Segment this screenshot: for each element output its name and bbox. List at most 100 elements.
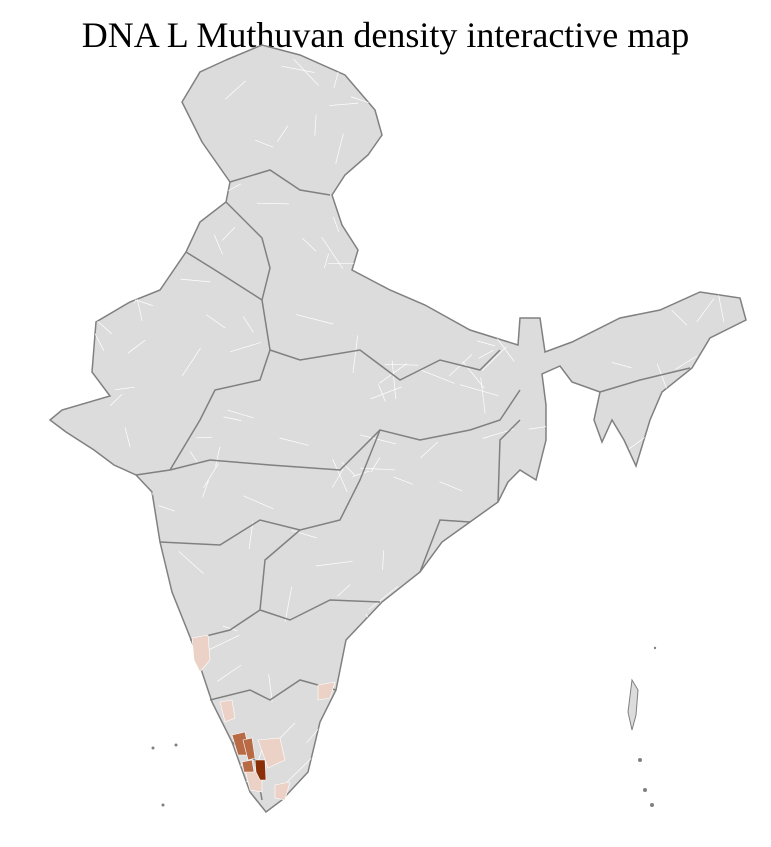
nicobar-island (643, 788, 647, 792)
district-border (332, 459, 348, 492)
district-border (563, 762, 600, 767)
district-border (459, 384, 499, 397)
district-border (335, 133, 344, 164)
district-border (607, 577, 640, 589)
district-border (208, 772, 221, 796)
district-border (652, 196, 686, 205)
district-border (579, 611, 591, 628)
district-border (557, 291, 585, 295)
district-border (625, 617, 629, 646)
district-low-density[interactable] (317, 681, 336, 701)
district-border (384, 363, 419, 366)
district-border (395, 84, 414, 107)
district-border (279, 722, 296, 739)
district-border (670, 774, 686, 812)
district-border (666, 512, 698, 528)
district-border (50, 163, 68, 190)
district-border (723, 125, 726, 164)
district-border (144, 217, 149, 235)
district-medium-density[interactable] (242, 737, 256, 761)
district-low-density[interactable] (219, 699, 236, 723)
district-border (94, 318, 112, 334)
district-border (394, 741, 410, 744)
district-border (61, 309, 68, 333)
district-border (350, 753, 368, 765)
district-border (518, 46, 544, 66)
district-low-density[interactable] (191, 634, 211, 673)
district-border (684, 661, 711, 668)
district-border (382, 550, 385, 570)
district-border (660, 678, 674, 712)
district-border (617, 517, 621, 535)
district-border (370, 386, 402, 400)
district-border (483, 154, 504, 157)
district-border (500, 163, 512, 181)
district-border (216, 725, 220, 747)
district-border (425, 259, 436, 279)
district-border (672, 403, 681, 419)
district-border (543, 55, 565, 66)
district-border (510, 717, 525, 730)
district-border (500, 767, 531, 777)
state-border (497, 419, 521, 503)
district-high-density[interactable] (254, 759, 267, 781)
district-border (180, 766, 192, 800)
district-border (127, 339, 146, 354)
district-medium-density[interactable] (241, 759, 255, 773)
district-border (617, 729, 646, 750)
district-border (736, 400, 746, 404)
district-border (716, 108, 731, 118)
district-low-density[interactable] (274, 781, 291, 801)
district-border (388, 125, 393, 160)
district-border (714, 46, 728, 66)
district-border (370, 457, 381, 473)
district-border (167, 73, 184, 79)
district-border (218, 775, 243, 799)
district-border (630, 182, 644, 205)
district-border (161, 657, 170, 687)
district-border (367, 798, 385, 805)
district-border (146, 637, 170, 661)
district-border (653, 483, 666, 499)
district-border (420, 441, 439, 459)
district-border (393, 476, 414, 485)
andaman-islands (627, 678, 639, 731)
district-border (248, 521, 254, 549)
district-border (177, 703, 181, 732)
district-border (50, 420, 53, 436)
district-border (286, 755, 315, 783)
district-border (358, 238, 376, 253)
district-border (360, 467, 395, 471)
state-border (209, 679, 337, 701)
district-border (378, 384, 386, 402)
district-border (132, 602, 145, 641)
district-border (511, 714, 540, 739)
district-border (466, 227, 491, 249)
district-low-density[interactable] (257, 737, 286, 769)
state-border (599, 367, 691, 393)
district-border (131, 46, 168, 67)
district-border (617, 620, 635, 646)
district-border (508, 50, 528, 53)
district-border (242, 316, 254, 333)
district-border (668, 521, 695, 543)
district-border (522, 683, 544, 686)
district-border (50, 798, 53, 812)
district-border (346, 789, 372, 799)
district-border (371, 221, 391, 240)
lakshadweep-island (161, 803, 165, 807)
district-border (181, 786, 210, 812)
district-border (611, 361, 632, 369)
district-border (391, 360, 397, 400)
district-border (284, 586, 293, 622)
district-border (735, 48, 746, 59)
state-border (225, 201, 271, 301)
district-border (104, 695, 134, 716)
district-border (103, 129, 118, 139)
district-border (333, 216, 340, 232)
district-border (296, 314, 334, 325)
district-border (486, 111, 493, 129)
state-border (229, 169, 331, 196)
district-border (314, 114, 317, 136)
